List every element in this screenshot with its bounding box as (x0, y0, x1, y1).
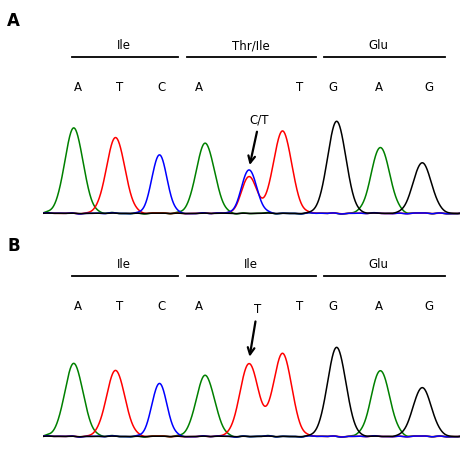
Text: T: T (296, 300, 303, 313)
Text: T: T (116, 300, 123, 313)
Text: G: G (424, 300, 433, 313)
Text: Glu: Glu (368, 39, 388, 52)
Text: A: A (7, 12, 20, 30)
Text: A: A (74, 81, 82, 94)
Text: T: T (116, 81, 123, 94)
Text: C: C (157, 300, 166, 313)
Text: G: G (328, 300, 337, 313)
Text: A: A (374, 81, 383, 94)
Text: T: T (296, 81, 303, 94)
Text: A: A (374, 300, 383, 313)
Text: C/T: C/T (248, 113, 269, 163)
Text: C: C (157, 81, 166, 94)
Text: T: T (248, 303, 261, 354)
Text: Thr/Ile: Thr/Ile (232, 39, 270, 52)
Text: G: G (424, 81, 433, 94)
Text: A: A (195, 300, 203, 313)
Text: A: A (74, 300, 82, 313)
Text: A: A (195, 81, 203, 94)
Text: Ile: Ile (117, 258, 131, 271)
Text: Ile: Ile (117, 39, 131, 52)
Text: G: G (328, 81, 337, 94)
Text: B: B (7, 237, 20, 255)
Text: Glu: Glu (368, 258, 388, 271)
Text: Ile: Ile (244, 258, 258, 271)
